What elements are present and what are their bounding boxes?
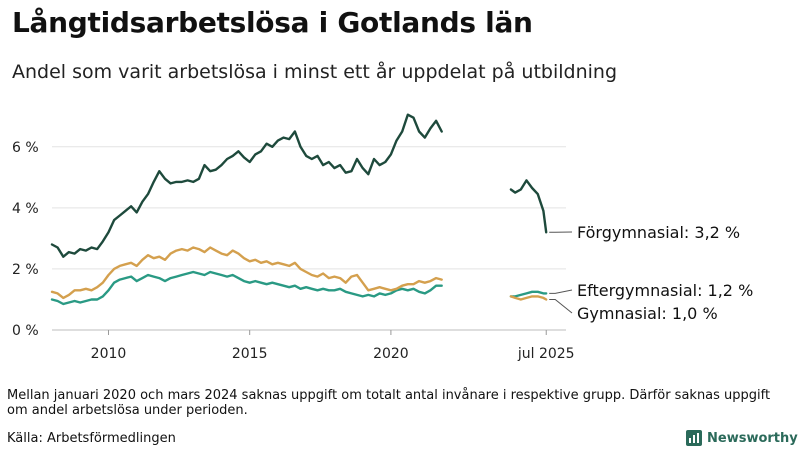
x-tick-label: 2020 bbox=[373, 346, 409, 362]
series-line-förgymnasial-2 bbox=[509, 179, 548, 234]
y-axis-ticks: 0 % 2 % 4 % 6 % bbox=[12, 140, 39, 339]
series-line-förgymnasial-1 bbox=[50, 113, 443, 258]
chart-title: Långtidsarbetslösa i Gotlands län bbox=[12, 6, 533, 39]
x-axis-ticks: 2010 2015 2020 jul 2025 bbox=[91, 330, 575, 362]
y-tick-label: 0 % bbox=[12, 323, 39, 339]
y-tick-label: 2 % bbox=[12, 262, 39, 278]
series-line-gymnasial-1 bbox=[50, 246, 443, 300]
series-label-eftergymnasial: Eftergymnasial: 1,2 % bbox=[577, 281, 753, 300]
leader-line-gymnasial bbox=[549, 298, 573, 314]
series-line-gymnasial-2 bbox=[509, 295, 548, 301]
source-note: Källa: Arbetsförmedlingen bbox=[7, 431, 176, 446]
series-lines bbox=[50, 113, 548, 306]
gridlines bbox=[52, 146, 566, 331]
x-tick-label: jul 2025 bbox=[517, 346, 575, 362]
brand-name: Newsworthy bbox=[707, 430, 798, 446]
chart-subtitle: Andel som varit arbetslösa i minst ett å… bbox=[12, 61, 618, 83]
footnote: Mellan januari 2020 och mars 2024 saknas… bbox=[7, 388, 771, 418]
series-line-eftergymnasial-1 bbox=[50, 270, 443, 306]
leader-line-eftergymnasial bbox=[549, 289, 573, 294]
brand-logo: Newsworthy bbox=[686, 429, 798, 447]
x-tick-label: 2015 bbox=[232, 346, 268, 362]
y-tick-label: 4 % bbox=[12, 201, 39, 217]
x-tick-label: 2010 bbox=[91, 346, 127, 362]
series-label-gymnasial: Gymnasial: 1,0 % bbox=[577, 304, 718, 323]
series-label-förgymnasial: Förgymnasial: 3,2 % bbox=[577, 223, 740, 242]
newsworthy-logo-icon bbox=[686, 430, 702, 446]
series-labels: Förgymnasial: 3,2 % Eftergymnasial: 1,2 %… bbox=[549, 223, 753, 323]
series-line-eftergymnasial-2 bbox=[509, 290, 548, 298]
line-chart: 0 % 2 % 4 % 6 % 2010 2015 2020 jul 2025 Förgym… bbox=[12, 113, 753, 362]
y-tick-label: 6 % bbox=[12, 140, 39, 156]
